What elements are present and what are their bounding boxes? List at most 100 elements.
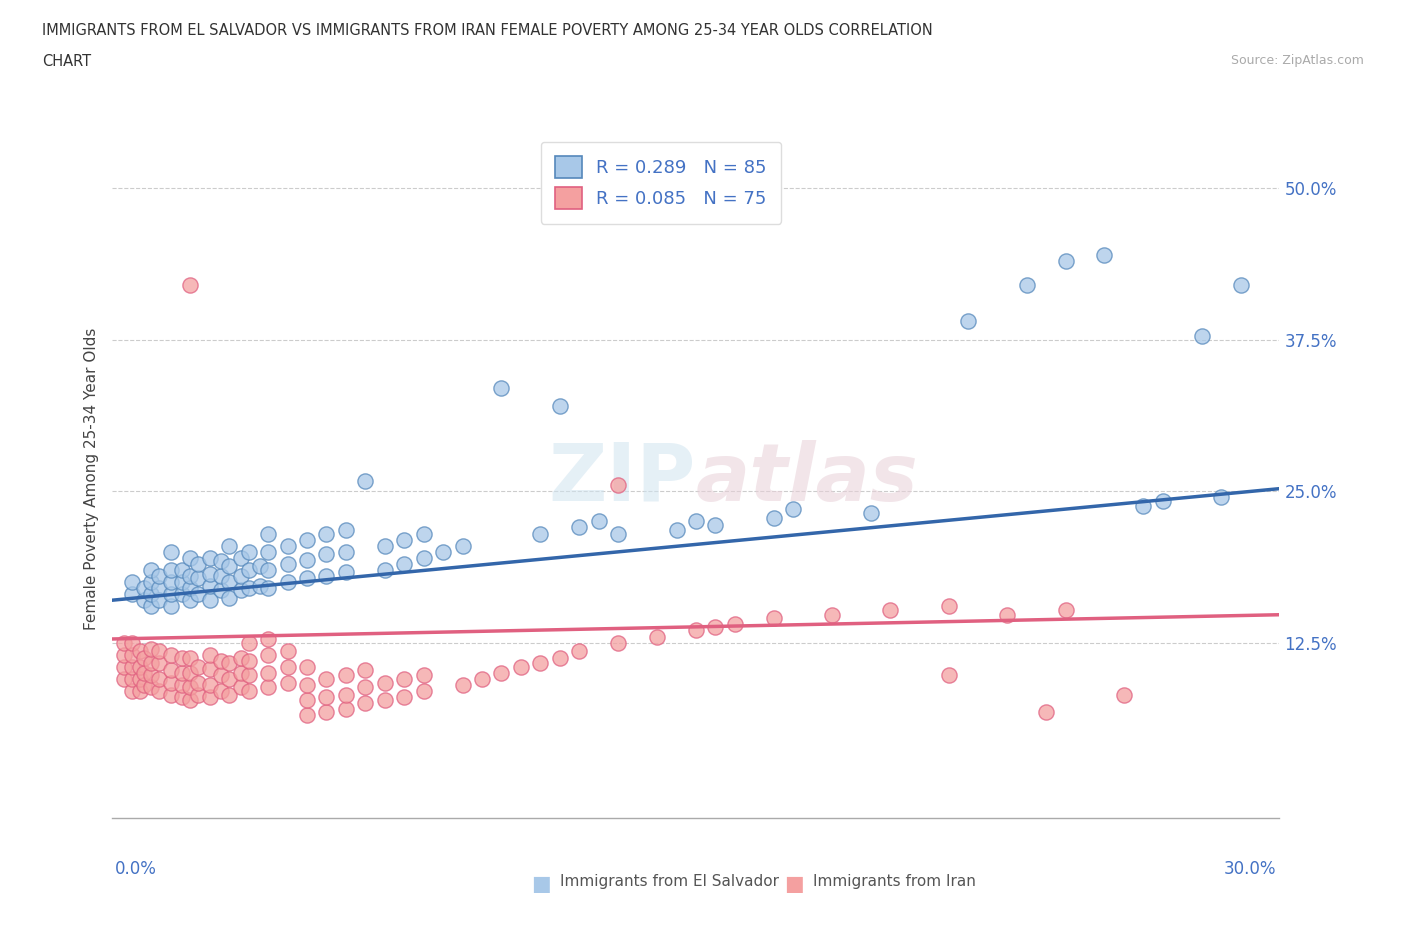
Point	[412, 684, 434, 698]
Point	[198, 566, 221, 581]
Point	[295, 692, 318, 707]
Text: ■: ■	[785, 874, 804, 895]
Point	[187, 687, 209, 702]
Point	[121, 659, 143, 674]
Point	[685, 514, 707, 529]
Point	[1054, 253, 1077, 268]
Text: Immigrants from El Salvador: Immigrants from El Salvador	[560, 874, 779, 889]
Point	[179, 568, 201, 583]
Point	[665, 523, 688, 538]
Point	[392, 532, 416, 547]
Point	[148, 580, 170, 595]
Point	[218, 687, 240, 702]
Point	[179, 277, 201, 292]
Point	[392, 671, 416, 686]
Point	[491, 380, 513, 395]
Point	[249, 578, 271, 593]
Point	[471, 671, 494, 686]
Point	[762, 611, 785, 626]
Point	[335, 523, 357, 538]
Point	[249, 559, 271, 574]
Text: ZIP: ZIP	[548, 440, 696, 518]
Text: atlas: atlas	[696, 440, 918, 518]
Point	[187, 659, 209, 674]
Point	[938, 599, 960, 614]
Point	[315, 526, 337, 541]
Point	[179, 666, 201, 681]
Point	[724, 617, 747, 631]
Point	[374, 538, 396, 553]
Point	[1132, 498, 1154, 513]
Point	[607, 478, 630, 493]
Point	[315, 547, 337, 562]
Point	[148, 644, 170, 658]
Point	[879, 603, 901, 618]
Point	[148, 684, 170, 698]
Point	[529, 656, 551, 671]
Point	[1229, 277, 1251, 292]
Point	[374, 692, 396, 707]
Point	[121, 647, 143, 662]
Point	[141, 587, 163, 602]
Point	[187, 675, 209, 690]
Point	[172, 666, 194, 681]
Point	[121, 587, 143, 602]
Point	[412, 668, 434, 683]
Point	[957, 314, 980, 329]
Point	[160, 563, 183, 578]
Point	[491, 666, 513, 681]
Point	[198, 647, 221, 662]
Point	[451, 678, 474, 693]
Point	[121, 671, 143, 686]
Point	[257, 563, 280, 578]
Point	[509, 659, 531, 674]
Point	[859, 506, 883, 521]
Point	[529, 526, 551, 541]
Point	[1112, 687, 1135, 702]
Point	[335, 565, 357, 579]
Point	[141, 599, 163, 614]
Point	[295, 552, 318, 567]
Point	[412, 551, 434, 565]
Point	[335, 687, 357, 702]
Point	[229, 583, 252, 598]
Point	[548, 651, 571, 666]
Point	[209, 583, 232, 598]
Point	[295, 678, 318, 693]
Point	[112, 659, 135, 674]
Point	[141, 668, 163, 683]
Point	[607, 526, 630, 541]
Point	[238, 580, 260, 595]
Point	[121, 575, 143, 590]
Point	[179, 651, 201, 666]
Point	[218, 671, 240, 686]
Point	[1035, 704, 1057, 719]
Point	[218, 656, 240, 671]
Point	[238, 684, 260, 698]
Point	[218, 538, 240, 553]
Point	[354, 680, 377, 695]
Point	[121, 635, 143, 650]
Point	[568, 644, 591, 658]
Text: Source: ZipAtlas.com: Source: ZipAtlas.com	[1230, 54, 1364, 67]
Point	[160, 599, 183, 614]
Point	[276, 644, 298, 658]
Point	[132, 651, 155, 666]
Point	[128, 671, 150, 686]
Point	[121, 684, 143, 698]
Point	[432, 544, 454, 559]
Point	[172, 563, 194, 578]
Point	[229, 666, 252, 681]
Text: 0.0%: 0.0%	[115, 860, 157, 878]
Point	[412, 526, 434, 541]
Point	[141, 642, 163, 657]
Point	[238, 635, 260, 650]
Point	[257, 526, 280, 541]
Point	[762, 511, 785, 525]
Point	[160, 647, 183, 662]
Point	[209, 668, 232, 683]
Y-axis label: Female Poverty Among 25-34 Year Olds: Female Poverty Among 25-34 Year Olds	[83, 327, 98, 631]
Point	[148, 656, 170, 671]
Point	[132, 592, 155, 607]
Text: Immigrants from Iran: Immigrants from Iran	[813, 874, 976, 889]
